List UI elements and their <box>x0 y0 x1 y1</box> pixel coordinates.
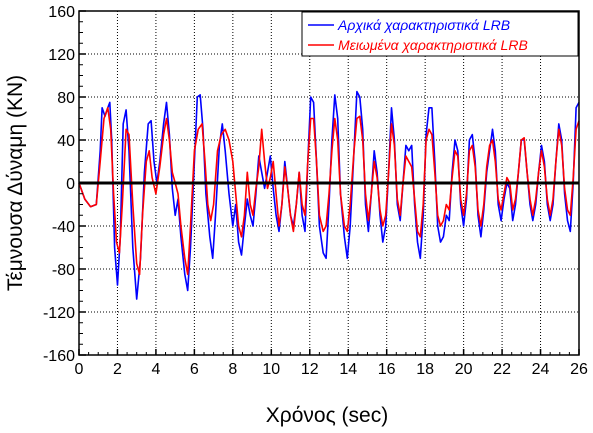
x-tick-label: 12 <box>301 361 319 378</box>
x-tick-label: 20 <box>455 361 473 378</box>
x-tick-label: 0 <box>75 361 84 378</box>
legend: Αρχικά χαρακτηριστικά LRB Μειωμένα χαρακτ… <box>301 11 579 57</box>
x-tick-label: 26 <box>570 361 588 378</box>
series-lines <box>78 90 580 300</box>
y-tick-label: -120 <box>43 305 75 322</box>
x-tick-label: 14 <box>339 361 357 378</box>
x-axis-label: Χρόνος (sec) <box>266 404 388 427</box>
x-tick-label: 4 <box>151 361 160 378</box>
x-tick-label: 16 <box>378 361 396 378</box>
x-tick-label: 22 <box>493 361 511 378</box>
y-tick-label: -160 <box>43 348 75 365</box>
x-tick-label: 10 <box>262 361 280 378</box>
y-tick-label: 40 <box>57 133 75 150</box>
x-tick-label: 8 <box>228 361 237 378</box>
y-axis-label: Τέμνουσα Δύναμη (KN) <box>4 75 27 291</box>
series-line-2 <box>78 107 580 276</box>
axes <box>78 10 580 356</box>
tick-labels: 0 2 4 6 8 10 12 14 16 18 20 22 24 2616012080400-40-80… <box>43 4 588 378</box>
x-tick-label: 6 <box>190 361 199 378</box>
legend-box <box>301 11 579 57</box>
legend-entry-label: Μειωμένα χαρακτηριστικά LRB <box>338 37 528 53</box>
y-tick-label: -80 <box>52 262 75 279</box>
y-tick-label: -40 <box>52 219 75 236</box>
x-tick-label: 2 <box>113 361 122 378</box>
x-tick-label: 24 <box>532 361 550 378</box>
y-tick-label: 160 <box>48 4 75 21</box>
legend-entry-label: Αρχικά χαρακτηριστικά LRB <box>337 17 510 33</box>
x-tick-label: 18 <box>416 361 434 378</box>
y-tick-label: 0 <box>66 176 75 193</box>
plot-frame <box>78 10 580 356</box>
y-tick-label: 120 <box>48 47 75 64</box>
y-tick-label: 80 <box>57 90 75 107</box>
